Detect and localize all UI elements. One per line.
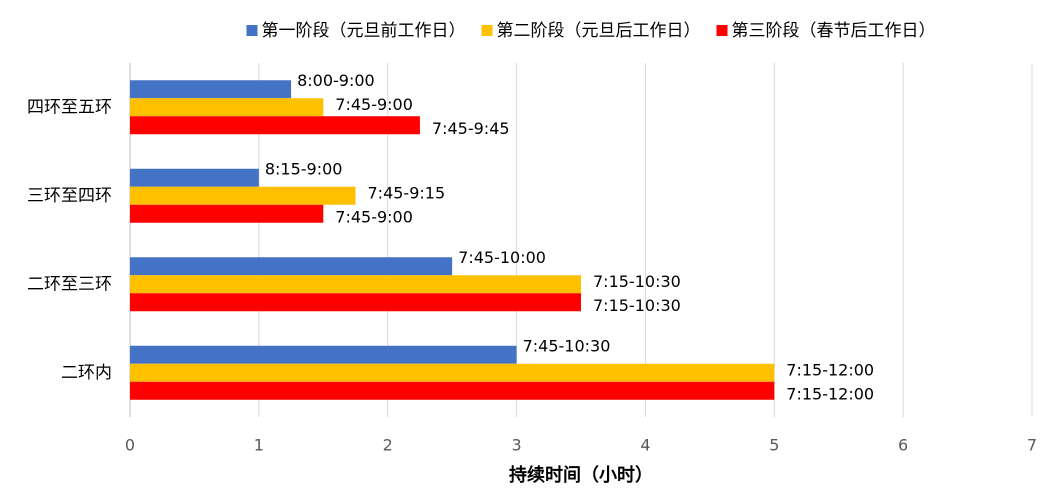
x-tick-label: 7 — [1027, 436, 1037, 455]
y-tick-label: 四环至五环 — [27, 97, 112, 117]
value-label: 7:45-9:45 — [432, 119, 510, 138]
bar — [130, 275, 581, 294]
legend-label: 第三阶段（春节后工作日） — [732, 21, 936, 41]
bar — [130, 80, 292, 99]
bar — [130, 186, 356, 205]
value-label: 7:15-12:00 — [786, 384, 874, 403]
bar — [130, 345, 517, 364]
legend-swatch — [481, 25, 493, 36]
bar — [130, 116, 420, 135]
value-label: 8:00-9:00 — [297, 71, 375, 90]
bar — [130, 204, 324, 223]
x-tick-label: 5 — [769, 436, 779, 455]
legend-label: 第二阶段（元旦后工作日） — [497, 21, 701, 41]
y-tick-label: 二环至三环 — [27, 274, 112, 294]
value-label: 7:45-9:00 — [335, 95, 413, 114]
bar — [130, 381, 775, 400]
x-tick-label: 4 — [640, 436, 650, 455]
value-label: 7:15-12:00 — [786, 360, 874, 379]
value-label: 7:45-10:30 — [523, 336, 611, 355]
bar — [130, 168, 259, 187]
value-label: 7:45-9:15 — [368, 183, 446, 202]
value-label: 7:15-10:30 — [593, 296, 681, 315]
value-label: 7:15-10:30 — [593, 272, 681, 291]
legend-label: 第一阶段（元旦前工作日） — [262, 21, 466, 41]
value-label: 7:45-9:00 — [335, 207, 413, 226]
x-tick-label: 0 — [125, 436, 135, 455]
value-label: 7:45-10:00 — [458, 248, 546, 267]
legend-swatch — [716, 25, 728, 36]
x-tick-label: 2 — [383, 436, 393, 455]
x-axis-title: 持续时间（小时） — [509, 464, 653, 486]
y-tick-label: 三环至四环 — [27, 186, 112, 206]
bar — [130, 293, 581, 312]
legend-swatch — [246, 25, 258, 36]
x-tick-label: 1 — [254, 436, 264, 455]
x-tick-label: 6 — [898, 436, 908, 455]
bar — [130, 363, 775, 382]
value-label: 8:15-9:00 — [265, 159, 343, 178]
bar — [130, 98, 324, 117]
bar — [130, 257, 453, 276]
x-tick-label: 3 — [511, 436, 521, 455]
y-tick-label: 二环内 — [61, 363, 112, 383]
